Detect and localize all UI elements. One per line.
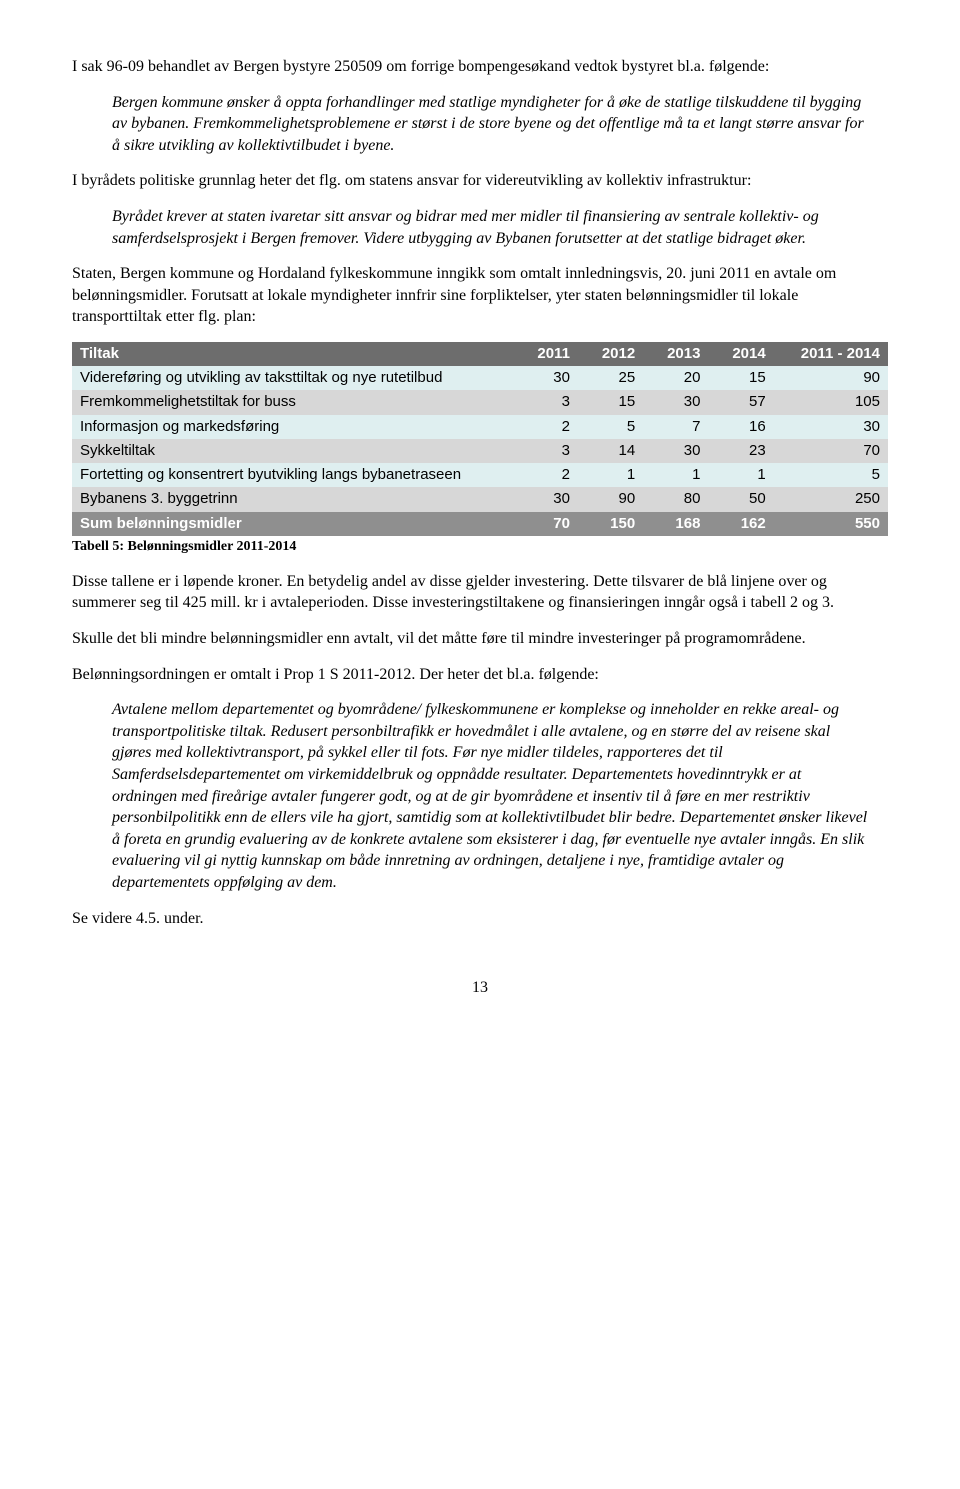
col-header: 2012: [578, 342, 643, 366]
table-cell: Sum belønningsmidler: [72, 512, 513, 536]
col-header: 2013: [643, 342, 708, 366]
table-cell: 2: [513, 415, 578, 439]
col-header: 2011: [513, 342, 578, 366]
col-header: 2011 - 2014: [774, 342, 888, 366]
table-cell: 7: [643, 415, 708, 439]
table-cell: 20: [643, 366, 708, 390]
table-row: Sum belønningsmidler70150168162550: [72, 512, 888, 536]
table-cell: 550: [774, 512, 888, 536]
table-cell: 30: [513, 487, 578, 511]
body-paragraph: Belønningsordningen er omtalt i Prop 1 S…: [72, 664, 888, 686]
table-cell: 25: [578, 366, 643, 390]
table-cell: Videreføring og utvikling av taksttiltak…: [72, 366, 513, 390]
table-cell: 57: [708, 390, 773, 414]
table-cell: 3: [513, 390, 578, 414]
table-cell: 30: [643, 390, 708, 414]
page-number: 13: [72, 977, 888, 999]
table-cell: Bybanens 3. byggetrinn: [72, 487, 513, 511]
quote-paragraph: Byrådet krever at staten ivaretar sitt a…: [112, 206, 868, 249]
body-paragraph: I byrådets politiske grunnlag heter det …: [72, 170, 888, 192]
table-cell: 3: [513, 439, 578, 463]
table-cell: 5: [774, 463, 888, 487]
table-cell: 90: [774, 366, 888, 390]
table-cell: 16: [708, 415, 773, 439]
table-cell: 15: [578, 390, 643, 414]
table-cell: Sykkeltiltak: [72, 439, 513, 463]
table-cell: 1: [578, 463, 643, 487]
col-header: 2014: [708, 342, 773, 366]
table-cell: 70: [774, 439, 888, 463]
table-cell: 14: [578, 439, 643, 463]
body-paragraph: I sak 96-09 behandlet av Bergen bystyre …: [72, 56, 888, 78]
table-cell: Fremkommelighetstiltak for buss: [72, 390, 513, 414]
body-paragraph: Se videre 4.5. under.: [72, 908, 888, 930]
table-row: Fortetting og konsentrert byutvikling la…: [72, 463, 888, 487]
table-cell: 1: [708, 463, 773, 487]
table-cell: 90: [578, 487, 643, 511]
table-cell: Informasjon og markedsføring: [72, 415, 513, 439]
table-caption: Tabell 5: Belønningsmidler 2011-2014: [72, 538, 888, 557]
table-cell: 150: [578, 512, 643, 536]
table-cell: 168: [643, 512, 708, 536]
body-paragraph: Skulle det bli mindre belønningsmidler e…: [72, 628, 888, 650]
table-cell: 30: [513, 366, 578, 390]
table-cell: 1: [643, 463, 708, 487]
table-cell: 2: [513, 463, 578, 487]
body-paragraph: Staten, Bergen kommune og Hordaland fylk…: [72, 263, 888, 328]
table-cell: 105: [774, 390, 888, 414]
table-cell: 15: [708, 366, 773, 390]
table-cell: 50: [708, 487, 773, 511]
quote-paragraph: Avtalene mellom departementet og byområd…: [112, 699, 868, 893]
body-paragraph: Disse tallene er i løpende kroner. En be…: [72, 571, 888, 614]
table-cell: Fortetting og konsentrert byutvikling la…: [72, 463, 513, 487]
table-row: Bybanens 3. byggetrinn30908050250: [72, 487, 888, 511]
table-header-row: Tiltak 2011 2012 2013 2014 2011 - 2014: [72, 342, 888, 366]
table-cell: 162: [708, 512, 773, 536]
table-cell: 250: [774, 487, 888, 511]
table-cell: 30: [643, 439, 708, 463]
table-cell: 80: [643, 487, 708, 511]
table-row: Fremkommelighetstiltak for buss315305710…: [72, 390, 888, 414]
table-row: Sykkeltiltak314302370: [72, 439, 888, 463]
col-header: Tiltak: [72, 342, 513, 366]
table-row: Videreføring og utvikling av taksttiltak…: [72, 366, 888, 390]
table-cell: 23: [708, 439, 773, 463]
table-cell: 70: [513, 512, 578, 536]
quote-paragraph: Bergen kommune ønsker å oppta forhandlin…: [112, 92, 868, 157]
table-row: Informasjon og markedsføring2571630: [72, 415, 888, 439]
table-cell: 5: [578, 415, 643, 439]
table-cell: 30: [774, 415, 888, 439]
belonningsmidler-table: Tiltak 2011 2012 2013 2014 2011 - 2014 V…: [72, 342, 888, 536]
